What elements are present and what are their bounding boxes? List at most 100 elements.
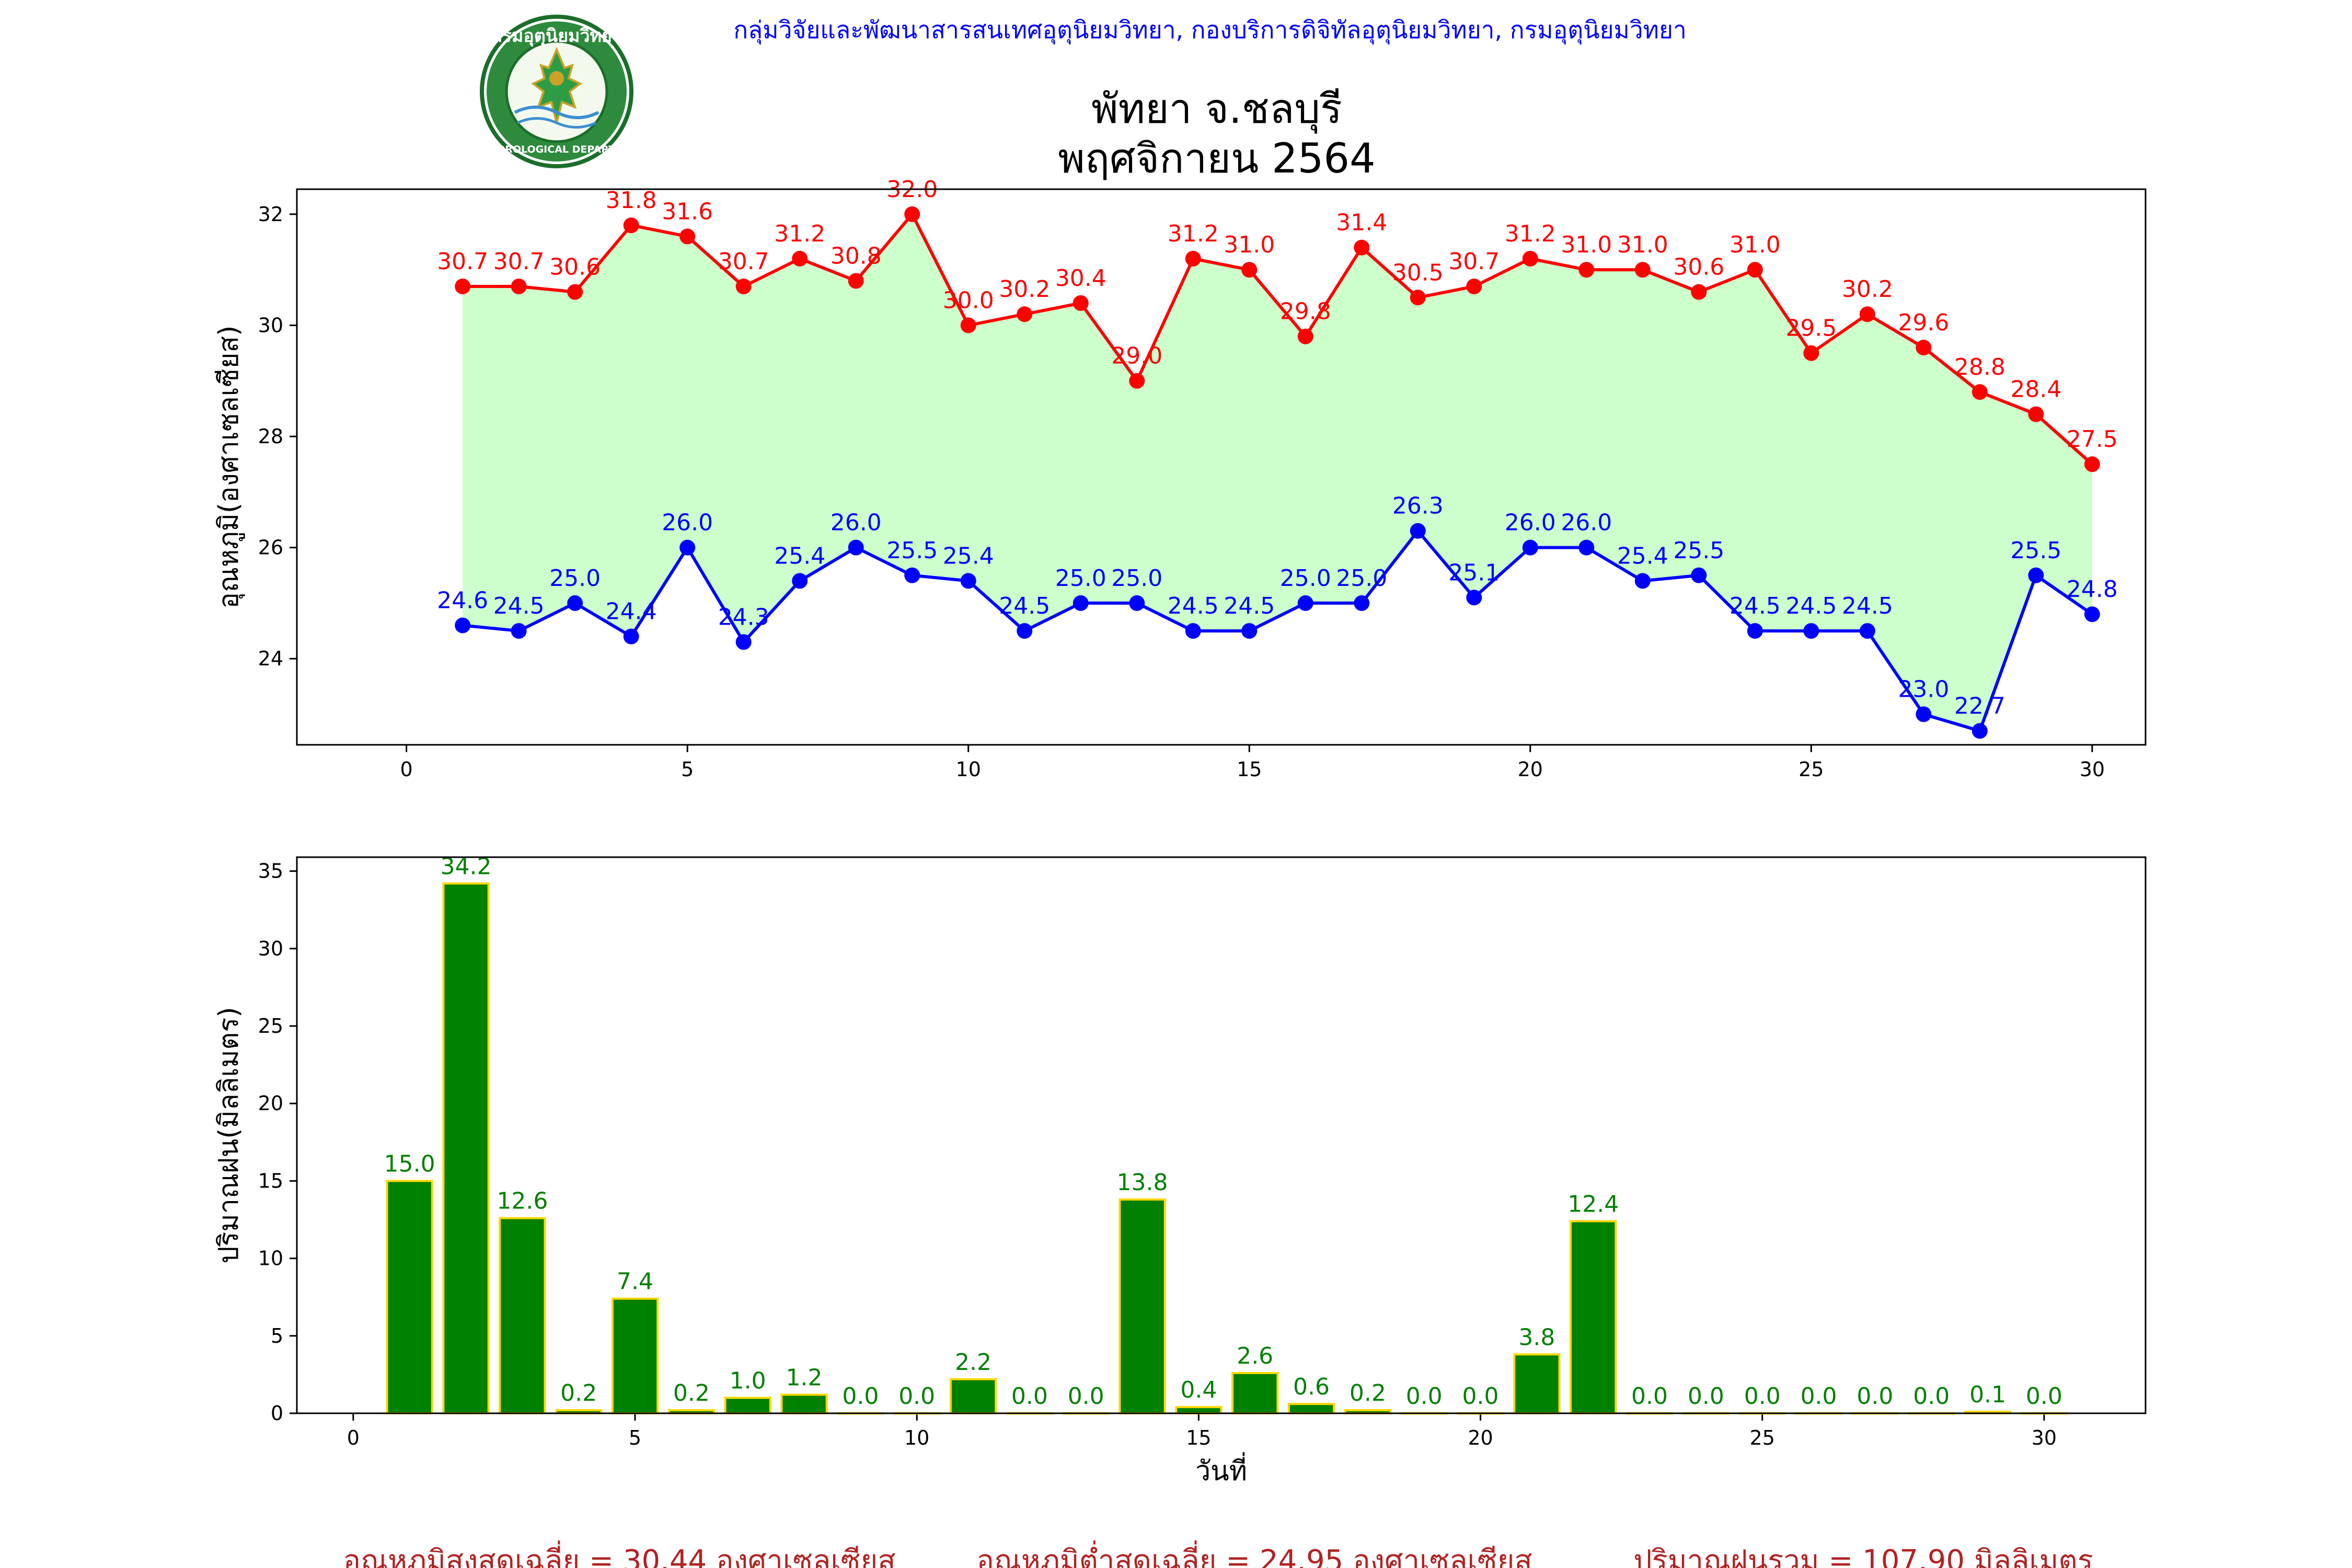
max-temp-point — [679, 228, 696, 245]
rain-bar-label: 0.2 — [1350, 1380, 1386, 1406]
min-temp-label: 25.0 — [1055, 565, 1106, 592]
min-temp-label: 24.6 — [437, 587, 488, 614]
min-temp-point — [792, 573, 808, 589]
max-temp-label: 31.0 — [1561, 232, 1612, 258]
max-temp-label: 29.8 — [1280, 298, 1331, 325]
rain-x-tick-label: 0 — [347, 1426, 360, 1449]
temperature-y-axis-label: อุณหภูมิ(องศาเซลเซียส) — [213, 326, 245, 609]
temperature-y-tick-label: 24 — [258, 647, 283, 670]
rain-bar — [499, 1217, 546, 1415]
max-temp-label: 30.5 — [1392, 259, 1444, 286]
rain-bar-label: 0.0 — [1462, 1383, 1499, 1410]
max-temp-point — [1410, 290, 1426, 306]
min-temp-label: 24.5 — [493, 593, 545, 619]
rain-bar — [1175, 1406, 1223, 1414]
min-temp-label: 24.8 — [2067, 576, 2118, 603]
rain-bar — [780, 1393, 828, 1415]
max-temp-point — [1803, 345, 1819, 361]
rain-total-text: ปริมาณฝนรวม = 107.90 มิลลิเมตร — [1633, 1544, 2093, 1568]
rain-y-tick-label: 15 — [258, 1169, 283, 1192]
rain-bar — [1287, 1403, 1335, 1415]
min-temp-label: 26.0 — [662, 510, 713, 536]
rain-bar-label: 0.6 — [1293, 1374, 1330, 1400]
rain-bar — [724, 1397, 771, 1414]
min-temp-point — [1747, 623, 1763, 639]
rain-x-tick-label: 5 — [629, 1426, 641, 1449]
max-temp-label: 30.7 — [493, 248, 545, 275]
min-temp-label: 23.0 — [1898, 676, 1949, 703]
max-temp-point — [1634, 262, 1651, 278]
min-temp-label: 25.5 — [886, 537, 938, 564]
rain-y-axis-label: ปริมาณฝน(มิลลิเมตร) — [213, 1007, 245, 1263]
max-temp-label: 31.0 — [1730, 232, 1781, 258]
rain-bar — [1570, 1220, 1617, 1414]
logo-top-text: กรมอุตุนิยมวิทยา — [491, 26, 622, 47]
rain-y-tick-label: 10 — [258, 1247, 283, 1270]
max-temp-point — [1578, 262, 1595, 278]
credit-text: กลุ่มวิจัยและพัฒนาสารสนเทศอุตุนิยมวิทยา,… — [733, 16, 1687, 45]
min-temp-label: 25.5 — [1673, 537, 1724, 564]
max-temp-point — [1073, 295, 1089, 311]
min-temp-label: 24.5 — [1224, 593, 1275, 619]
rain-bar-label: 0.0 — [2026, 1383, 2062, 1410]
temperature-x-tick-label: 20 — [1518, 758, 1543, 781]
min-temp-point — [1017, 623, 1033, 639]
min-temp-point — [1129, 595, 1145, 611]
rain-bar-label: 0.0 — [898, 1383, 935, 1410]
rain-bar-label: 3.8 — [1518, 1324, 1555, 1351]
min-temp-label: 24.5 — [1785, 593, 1837, 619]
min-temp-point — [1466, 590, 1482, 606]
min-temp-point — [2084, 606, 2100, 622]
min-temp-point — [1073, 595, 1089, 611]
max-temp-label: 31.2 — [1168, 221, 1219, 247]
min-temp-label: 25.1 — [1448, 559, 1500, 586]
min-temp-point — [1354, 595, 1370, 611]
rain-bar-label: 2.6 — [1237, 1343, 1273, 1369]
min-temp-label: 24.5 — [999, 593, 1050, 619]
min-temp-point — [511, 623, 527, 639]
temperature-x-tick-label: 5 — [681, 758, 694, 781]
chart-title: พัทยา จ.ชลบุรี — [1091, 86, 1342, 134]
max-temp-label: 29.6 — [1898, 309, 1949, 336]
max-temp-point — [1354, 239, 1370, 256]
max-temp-label: 29.5 — [1785, 315, 1837, 342]
temperature-range-fill — [463, 214, 2092, 731]
min-temp-point — [2028, 567, 2044, 583]
temperature-x-tick-label: 0 — [400, 758, 413, 781]
max-temp-point — [2084, 456, 2100, 472]
max-temp-label: 31.2 — [1505, 221, 1556, 247]
min-temp-point — [735, 634, 752, 650]
rain-x-tick-label: 15 — [1186, 1426, 1211, 1449]
rain-bar-label: 0.2 — [560, 1380, 597, 1406]
max-temp-label: 30.7 — [1448, 248, 1500, 275]
max-temp-label: 30.0 — [943, 287, 994, 314]
rain-x-tick-label: 10 — [904, 1426, 929, 1449]
rain-bar-label: 0.0 — [1406, 1383, 1443, 1410]
temperature-y-tick-label: 26 — [258, 536, 283, 559]
min-temp-point — [1634, 573, 1651, 589]
temperature-y-tick-label: 32 — [258, 203, 283, 226]
rain-bar — [442, 882, 490, 1414]
rain-x-tick-label: 30 — [2032, 1426, 2057, 1449]
tmd-logo: กรมอุตุนิยมวิทยา METEOROLOGICAL DEPARTME… — [466, 15, 647, 168]
min-temp-point — [960, 573, 976, 589]
max-temp-point — [455, 279, 471, 295]
chart-subtitle: พฤศจิกายน 2564 — [1058, 135, 1375, 182]
rain-y-tick-label: 5 — [271, 1324, 283, 1347]
max-temp-point — [1297, 328, 1313, 344]
min-temp-point — [1859, 623, 1875, 639]
temperature-x-tick-label: 25 — [1798, 758, 1824, 781]
rain-bar — [1119, 1198, 1166, 1415]
max-temp-point — [511, 279, 527, 295]
avg-min-temp-text: อุณหภูมิต่ำสุดเฉลี่ย = 24.95 องศาเซลเซีย… — [976, 1540, 1532, 1568]
rain-bar-label: 7.4 — [617, 1269, 653, 1295]
max-temp-point — [904, 206, 920, 222]
rain-x-axis-label: วันที่ — [1195, 1452, 1247, 1487]
min-temp-point — [623, 628, 639, 644]
max-temp-label: 30.6 — [549, 254, 601, 281]
max-temp-point — [1522, 250, 1538, 267]
min-temp-point — [1241, 623, 1258, 639]
rain-bar-label: 0.4 — [1180, 1377, 1217, 1403]
min-temp-label: 25.4 — [943, 543, 994, 569]
min-temp-label: 25.0 — [1336, 565, 1387, 592]
